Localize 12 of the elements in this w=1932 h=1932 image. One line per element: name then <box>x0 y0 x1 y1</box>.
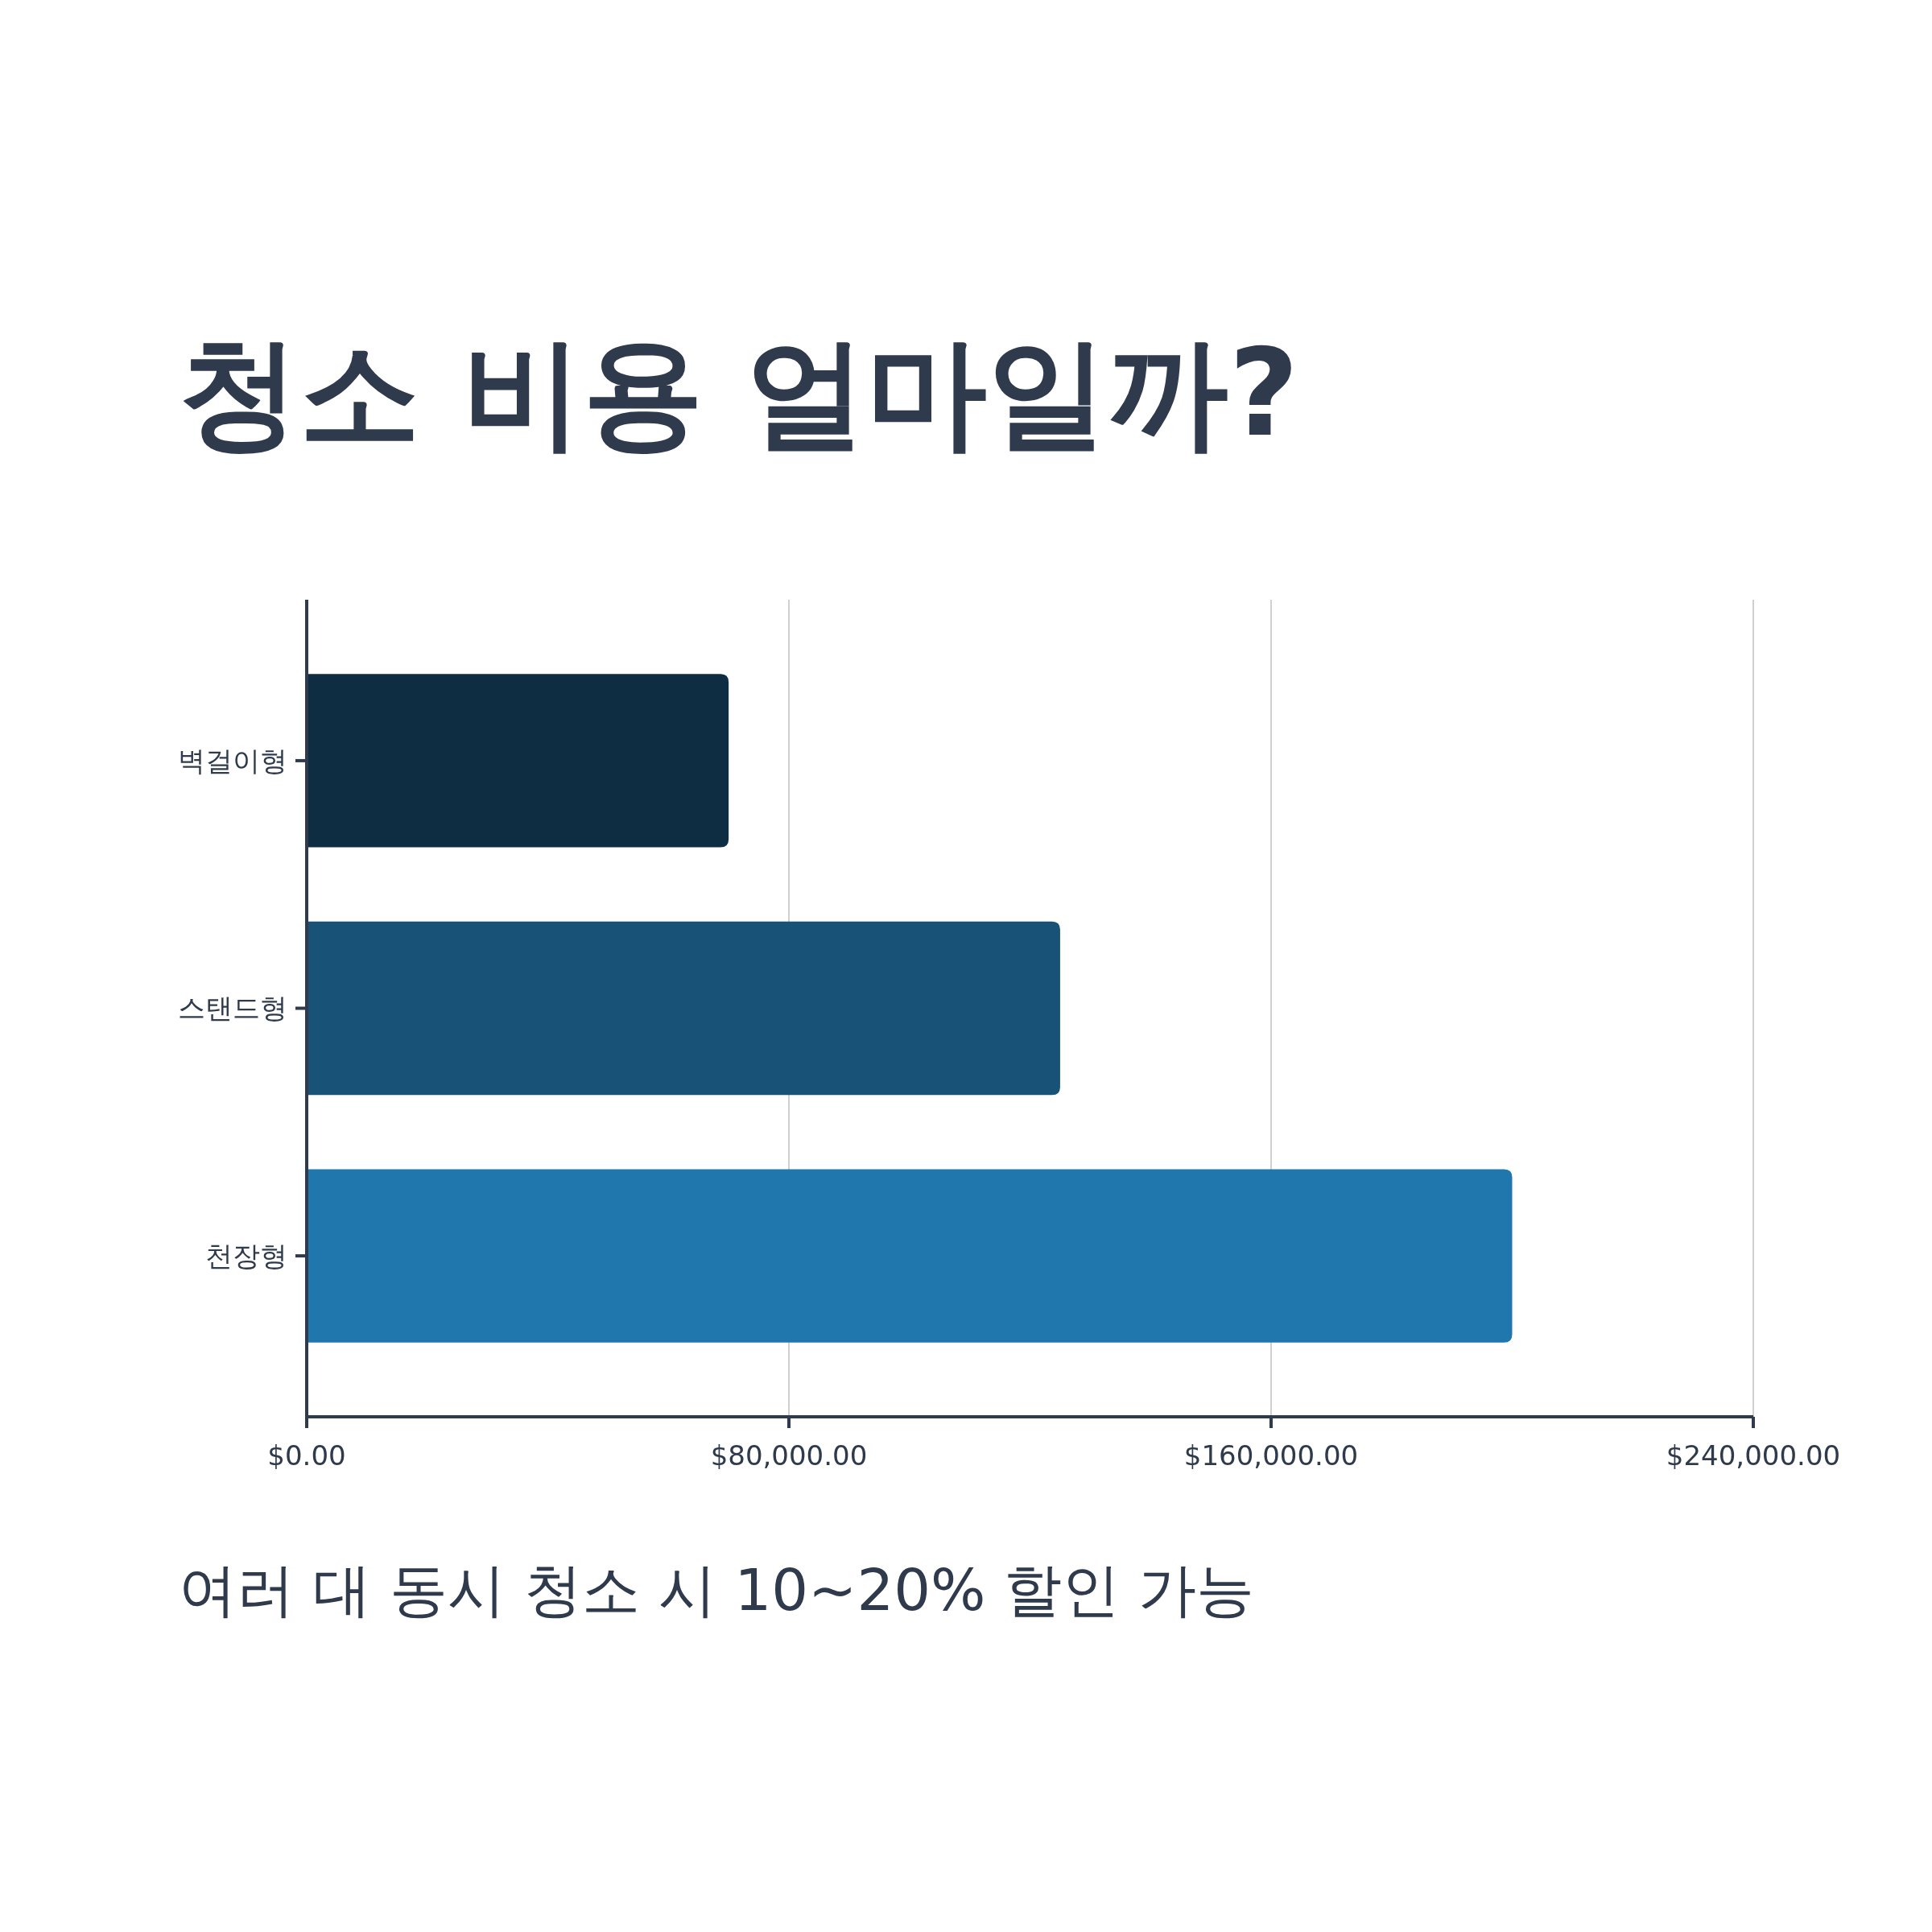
x-tick-label: $240,000.00 <box>1666 1439 1841 1472</box>
bar <box>307 674 729 848</box>
y-tick-label: 천장형 <box>205 1239 287 1272</box>
x-tick-label: $160,000.00 <box>1183 1439 1359 1472</box>
chart-title: 청소 비용 얼마일까? <box>179 323 1299 463</box>
y-tick-label: 벽걸이형 <box>178 744 287 777</box>
bar <box>307 1169 1513 1343</box>
x-tick-label: $80,000.00 <box>710 1439 868 1472</box>
y-tick-label: 스탠드형 <box>178 992 287 1025</box>
text: 여러 대 동시 청소 시 10~20% 할인 가능 <box>179 1556 1255 1624</box>
x-tick-label: $0.00 <box>267 1439 346 1472</box>
bar <box>307 921 1060 1096</box>
